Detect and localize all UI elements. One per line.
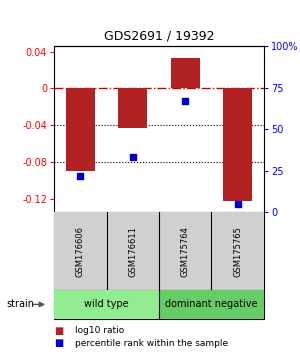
Bar [54, 290, 159, 319]
Text: GSM176606: GSM176606 [76, 226, 85, 277]
Bar [118, 88, 147, 128]
Title: GDS2691 / 19392: GDS2691 / 19392 [104, 29, 214, 42]
Bar [54, 212, 106, 290]
Text: GSM175765: GSM175765 [233, 226, 242, 277]
Text: percentile rank within the sample: percentile rank within the sample [75, 339, 228, 348]
Text: dominant negative: dominant negative [165, 299, 258, 309]
Bar [171, 58, 200, 88]
Bar [159, 290, 264, 319]
Point [183, 98, 188, 104]
Text: log10 ratio: log10 ratio [75, 326, 124, 336]
Point [235, 201, 240, 207]
Bar [106, 212, 159, 290]
Text: ■: ■ [54, 326, 63, 336]
Bar [223, 88, 252, 201]
Text: ■: ■ [54, 338, 63, 348]
Text: GSM176611: GSM176611 [128, 226, 137, 277]
Text: strain: strain [6, 299, 34, 309]
Text: wild type: wild type [84, 299, 129, 309]
Bar [66, 88, 95, 171]
Bar [159, 212, 211, 290]
Bar [212, 212, 264, 290]
Point [78, 173, 83, 179]
Point [130, 155, 135, 160]
Text: GSM175764: GSM175764 [181, 226, 190, 277]
